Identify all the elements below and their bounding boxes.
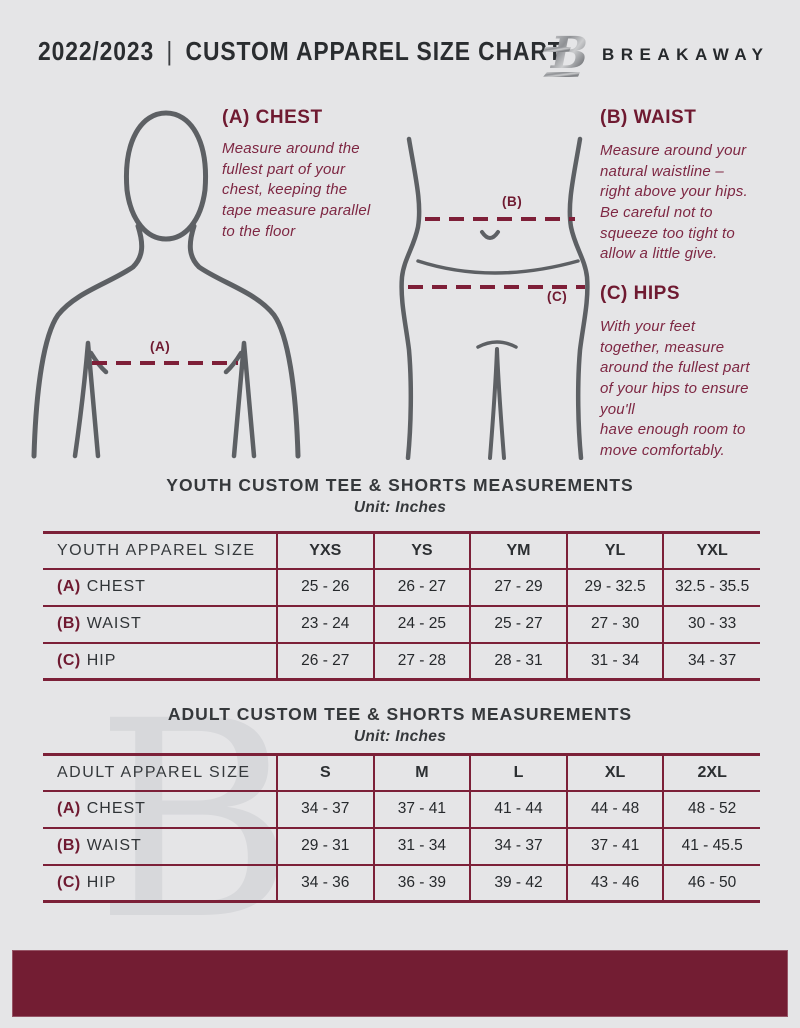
youth-waist-row-label: (B) WAIST [43, 604, 277, 643]
size-value-cell: 26 - 27 [276, 641, 374, 680]
row-label-text: CHEST [86, 800, 146, 817]
size-value-cell: 41 - 44 [469, 790, 567, 828]
brand-monogram-icon: B [543, 28, 588, 79]
size-value-cell: 25 - 27 [469, 604, 567, 643]
youth-table-unit: Unit: Inches [353, 499, 447, 516]
size-value-cell: 31 - 34 [372, 826, 471, 865]
size-value-cell: 30 - 33 [662, 604, 760, 643]
youth-col-yxs: YXS [276, 532, 374, 570]
chest-description: Measure around the fullest part of your … [222, 140, 371, 240]
size-value-cell: 44 - 48 [565, 790, 664, 828]
youth-col-yl: YL [565, 532, 664, 570]
table-row: (B) WAIST 29 - 31 31 - 34 34 - 37 37 - 41… [43, 826, 760, 865]
table-row: (B) WAIST 23 - 24 24 - 25 25 - 27 27 - 30… [43, 604, 760, 643]
size-value-cell: 29 - 31 [276, 826, 374, 865]
size-value-cell: 34 - 37 [662, 641, 760, 680]
hips-heading: (C) HIPS [600, 283, 680, 304]
table-row: (A) CHEST 34 - 37 37 - 41 41 - 44 44 - 48… [43, 790, 760, 828]
page-title: 2022/2023 | CUSTOM APPAREL SIZE CHART [38, 36, 563, 67]
table-row: (C) HIP 26 - 27 27 - 28 28 - 31 31 - 34 3… [43, 641, 760, 680]
title-separator: | [166, 36, 174, 66]
row-label-text: CHEST [86, 578, 146, 595]
size-value-cell: 29 - 32.5 [565, 568, 664, 606]
size-value-cell: 32.5 - 35.5 [662, 568, 760, 606]
size-value-cell: 34 - 37 [469, 826, 567, 865]
size-value-cell: 26 - 27 [372, 568, 471, 606]
chest-heading: (A) CHEST [222, 107, 323, 128]
title-text: CUSTOM APPAREL SIZE CHART [185, 36, 563, 66]
table-row: (C) HIP 34 - 36 36 - 39 39 - 42 43 - 46 4… [43, 863, 760, 902]
row-prefix: (B) [57, 837, 81, 854]
waist-marker-label: (B) [502, 194, 523, 209]
adult-col-l: L [469, 754, 567, 792]
youth-col-ym: YM [469, 532, 567, 570]
size-value-cell: 23 - 24 [276, 604, 374, 643]
brand-name: BREAKAWAY [602, 45, 770, 64]
adult-col-m: M [372, 754, 471, 792]
chest-marker-label: (A) [150, 339, 171, 354]
size-value-cell: 37 - 41 [565, 826, 664, 865]
row-label-text: HIP [86, 873, 117, 891]
size-value-cell: 27 - 30 [565, 604, 664, 643]
youth-col-yxl: YXL [662, 532, 760, 570]
size-value-cell: 34 - 36 [276, 863, 374, 902]
waist-heading: (B) WAIST [600, 107, 697, 128]
row-prefix: (A) [57, 800, 81, 817]
upper-body-figure [31, 110, 301, 459]
adult-table-header-row: ADULT APPAREL SIZE S M L XL 2XL [43, 754, 760, 792]
adult-col-s: S [276, 754, 374, 792]
row-prefix: (B) [57, 615, 81, 632]
row-prefix: (A) [57, 578, 81, 595]
svg-text:B: B [549, 28, 588, 79]
size-value-cell: 28 - 31 [469, 641, 567, 680]
adult-chest-row-label: (A) CHEST [43, 791, 277, 828]
adult-hip-row-label: (C) HIP [43, 863, 277, 902]
adult-waist-row-label: (B) WAIST [43, 826, 277, 865]
size-value-cell: 34 - 37 [276, 790, 374, 828]
adult-table-unit: Unit: Inches [353, 728, 447, 745]
youth-hip-row-label: (C) HIP [43, 641, 277, 680]
hips-marker-label: (C) [547, 289, 568, 304]
size-value-cell: 46 - 50 [662, 863, 760, 902]
size-value-cell: 31 - 34 [565, 641, 664, 680]
row-label-text: HIP [86, 651, 117, 669]
size-value-cell: 41 - 45.5 [662, 826, 760, 865]
size-value-cell: 27 - 28 [372, 641, 471, 680]
size-value-cell: 39 - 42 [469, 863, 567, 902]
size-value-cell: 36 - 39 [372, 863, 471, 902]
adult-col-xl: XL [565, 754, 664, 792]
table-row: (A) CHEST 25 - 26 26 - 27 27 - 29 29 - 32… [43, 568, 760, 606]
youth-size-table: YOUTH APPAREL SIZE YXS YS YM YL YXL (A) C… [43, 531, 760, 681]
size-value-cell: 43 - 46 [565, 863, 664, 902]
row-prefix: (C) [57, 651, 81, 669]
adult-col-2xl: 2XL [662, 754, 760, 792]
lower-body-figure [399, 136, 590, 460]
youth-table-header-row: YOUTH APPAREL SIZE YXS YS YM YL YXL [43, 532, 760, 570]
size-value-cell: 25 - 26 [276, 568, 374, 606]
youth-size-header-label: YOUTH APPAREL SIZE [43, 532, 277, 570]
footer-band [12, 950, 788, 1017]
background-watermark-b: B [95, 664, 295, 980]
youth-col-ys: YS [372, 532, 471, 570]
size-value-cell: 24 - 25 [372, 604, 471, 643]
row-label-text: WAIST [86, 837, 142, 854]
brand-logo: B BREAKAWAY [542, 27, 763, 79]
youth-chest-row-label: (A) CHEST [43, 569, 277, 606]
size-value-cell: 48 - 52 [662, 790, 760, 828]
adult-size-header-label: ADULT APPAREL SIZE [43, 754, 277, 792]
size-value-cell: 37 - 41 [372, 790, 471, 828]
row-label-text: WAIST [86, 615, 142, 632]
hips-description: With your feet together, measure around … [600, 318, 750, 460]
title-year: 2022/2023 [38, 36, 155, 66]
youth-table-title: YOUTH CUSTOM TEE & SHORTS MEASUREMENTS [166, 475, 634, 495]
adult-table-title: ADULT CUSTOM TEE & SHORTS MEASUREMENTS [167, 704, 633, 724]
waist-description: Measure around your natural waistline – … [600, 142, 748, 263]
row-prefix: (C) [57, 873, 81, 891]
size-value-cell: 27 - 29 [469, 568, 567, 606]
adult-size-table: ADULT APPAREL SIZE S M L XL 2XL (A) CHEST… [43, 753, 760, 903]
